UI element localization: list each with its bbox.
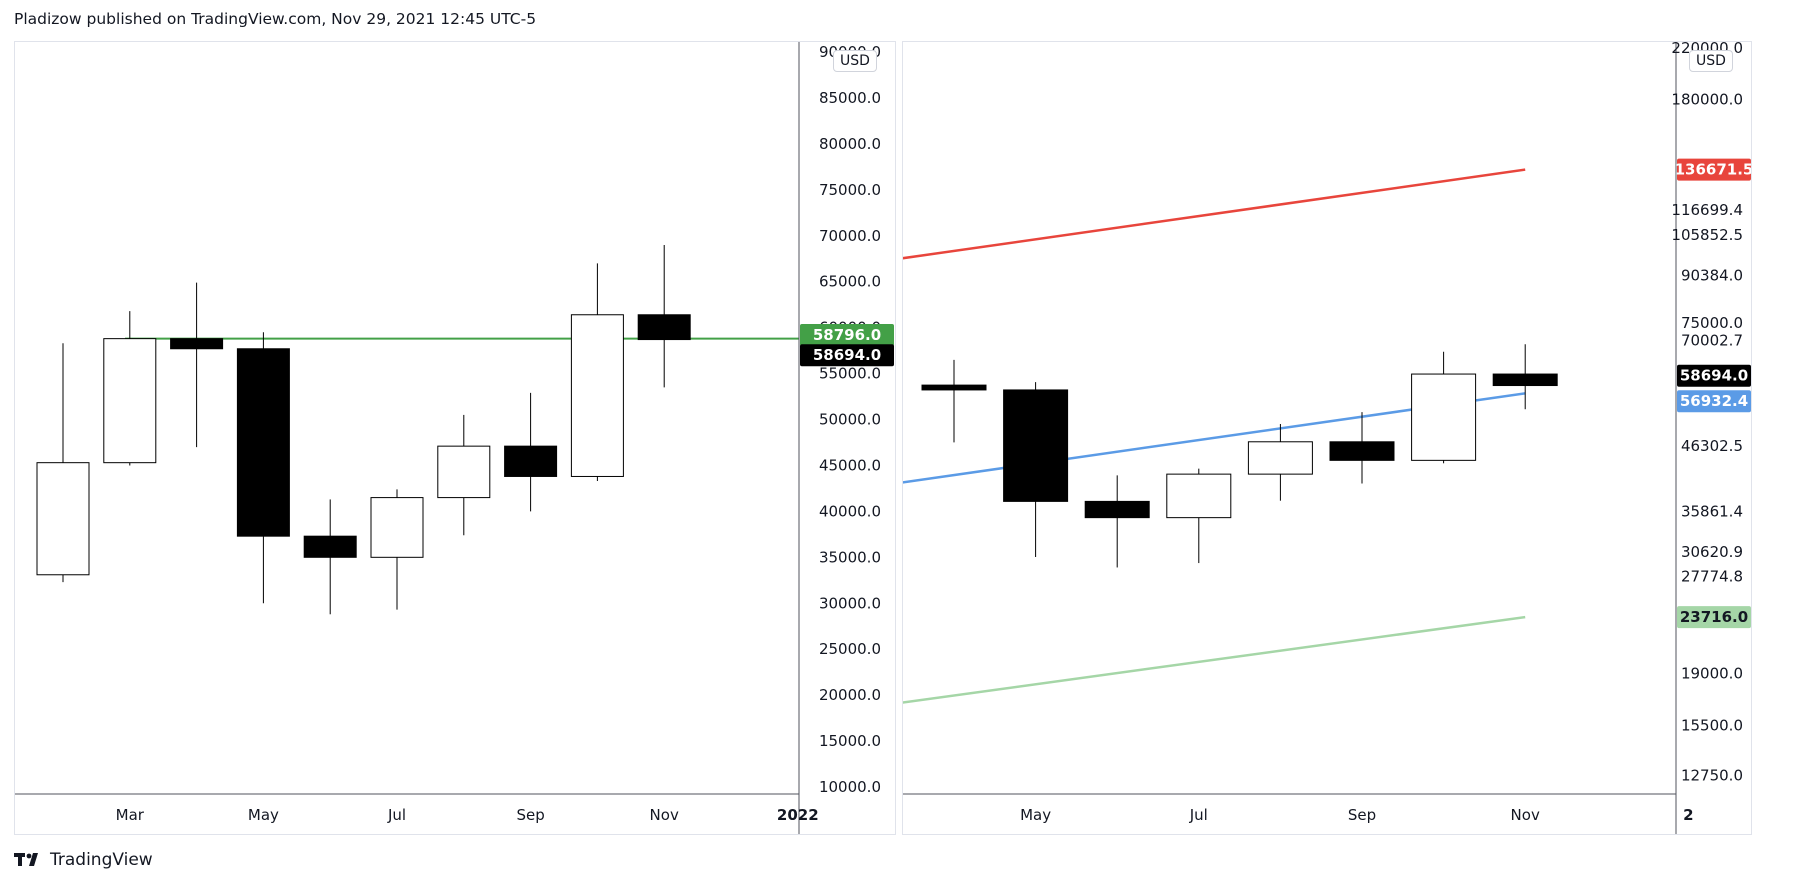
left-candle-body [637, 314, 691, 341]
left-price-label-line: 58796.0 [813, 326, 881, 344]
right-candle-body [1329, 441, 1395, 461]
right-candle-body [1166, 473, 1232, 519]
right-price-tick: 46302.5 [1681, 437, 1743, 455]
right-price-label-middle: 56932.4 [1680, 392, 1748, 410]
right-trend-line-upper [903, 168, 1526, 260]
left-candle-body [236, 348, 290, 537]
right-trend-line-lower [903, 615, 1526, 704]
left-time-tick: Nov [650, 806, 679, 824]
left-price-label-line-bg [800, 323, 894, 346]
right-chart-pane[interactable]: 220000.0180000.0116699.4105852.590384.07… [902, 41, 1752, 835]
right-price-tick: 116699.4 [1671, 201, 1743, 219]
right-price-tick: 30620.9 [1681, 543, 1743, 561]
right-candle-body [1003, 389, 1069, 502]
left-price-tick: 15000.0 [819, 732, 881, 750]
left-candle-body [103, 338, 157, 464]
left-price-tick: 85000.0 [819, 89, 881, 107]
left-chart-pane[interactable]: 10000.0 15000.0 20000.0 25000.0 30000.0 35000… [14, 41, 896, 835]
left-candle-body [36, 462, 90, 576]
left-price-label-last-price: 58694.0 [813, 346, 881, 364]
tradingview-logo-icon [14, 853, 38, 866]
left-price-tick: 80000.0 [819, 135, 881, 153]
left-candle-body [504, 445, 558, 477]
left-price-tick: 25000.0 [819, 640, 881, 658]
left-candle-body [303, 535, 357, 558]
right-currency-label[interactable]: USD [1689, 50, 1733, 72]
right-price-tick: 35861.4 [1681, 502, 1743, 520]
right-price-tick: 19000.0 [1681, 665, 1743, 683]
right-time-tick: Nov [1511, 806, 1540, 824]
right-price-label-lower-bg [1677, 606, 1751, 629]
left-candle-body [370, 497, 424, 558]
left-price-tick: 10000.0 [819, 778, 881, 796]
left-time-tick: Sep [516, 806, 544, 824]
right-time-tick: 2 [1683, 806, 1693, 824]
left-price-tick: 45000.0 [819, 456, 881, 474]
left-price-tick: 35000.0 [819, 548, 881, 566]
right-price-label-last-price: 58694.0 [1680, 367, 1748, 385]
right-price-tick: 27774.8 [1681, 568, 1743, 586]
left-candle-body [437, 445, 491, 499]
right-price-tick: 70002.7 [1681, 332, 1743, 350]
right-price-label-last-price-bg [1677, 364, 1751, 387]
right-price-tick: 12750.0 [1681, 767, 1743, 785]
left-price-tick: 40000.0 [819, 502, 881, 520]
tradingview-logo[interactable]: TradingView [14, 850, 153, 870]
left-price-tick: 55000.0 [819, 365, 881, 383]
right-price-label-upper: 136671.5 [1675, 161, 1751, 179]
left-chart-svg[interactable]: 10000.0 15000.0 20000.0 25000.0 30000.0 35000… [15, 42, 895, 834]
left-price-tick: 75000.0 [819, 181, 881, 199]
right-time-tick: Sep [1348, 806, 1376, 824]
right-candle-body [1411, 373, 1477, 461]
right-price-tick: 75000.0 [1681, 314, 1743, 332]
left-time-tick: 2022 [777, 806, 819, 824]
right-price-label-middle-bg [1677, 390, 1751, 413]
left-price-tick: 70000.0 [819, 227, 881, 245]
left-currency-label[interactable]: USD [833, 50, 877, 72]
right-candle-body [1492, 373, 1558, 387]
right-chart-svg[interactable]: 220000.0180000.0116699.4105852.590384.07… [903, 42, 1751, 834]
left-time-tick: May [248, 806, 279, 824]
left-price-tick: 50000.0 [819, 411, 881, 429]
right-price-tick: 90384.0 [1681, 266, 1743, 284]
left-candle-body [570, 314, 624, 477]
right-price-tick: 180000.0 [1671, 90, 1743, 108]
publish-header: Pladizow published on TradingView.com, N… [14, 10, 537, 28]
right-price-label-upper-bg [1677, 158, 1751, 181]
left-time-tick: Mar [116, 806, 145, 824]
right-time-tick: May [1020, 806, 1051, 824]
left-candle-body [170, 338, 224, 350]
right-candle-body [1247, 441, 1313, 475]
left-time-tick: Jul [387, 806, 406, 824]
left-price-tick: 65000.0 [819, 273, 881, 291]
right-candle-body [1084, 500, 1150, 519]
right-price-tick: 105852.5 [1671, 226, 1743, 244]
left-price-tick: 30000.0 [819, 594, 881, 612]
left-price-label-last-price-bg [800, 344, 894, 367]
left-price-tick: 20000.0 [819, 686, 881, 704]
right-candle-body [921, 384, 987, 391]
right-price-tick: 15500.0 [1681, 717, 1743, 735]
right-time-tick: Jul [1189, 806, 1208, 824]
right-price-label-lower: 23716.0 [1680, 608, 1748, 626]
tradingview-brand-text: TradingView [50, 850, 153, 870]
